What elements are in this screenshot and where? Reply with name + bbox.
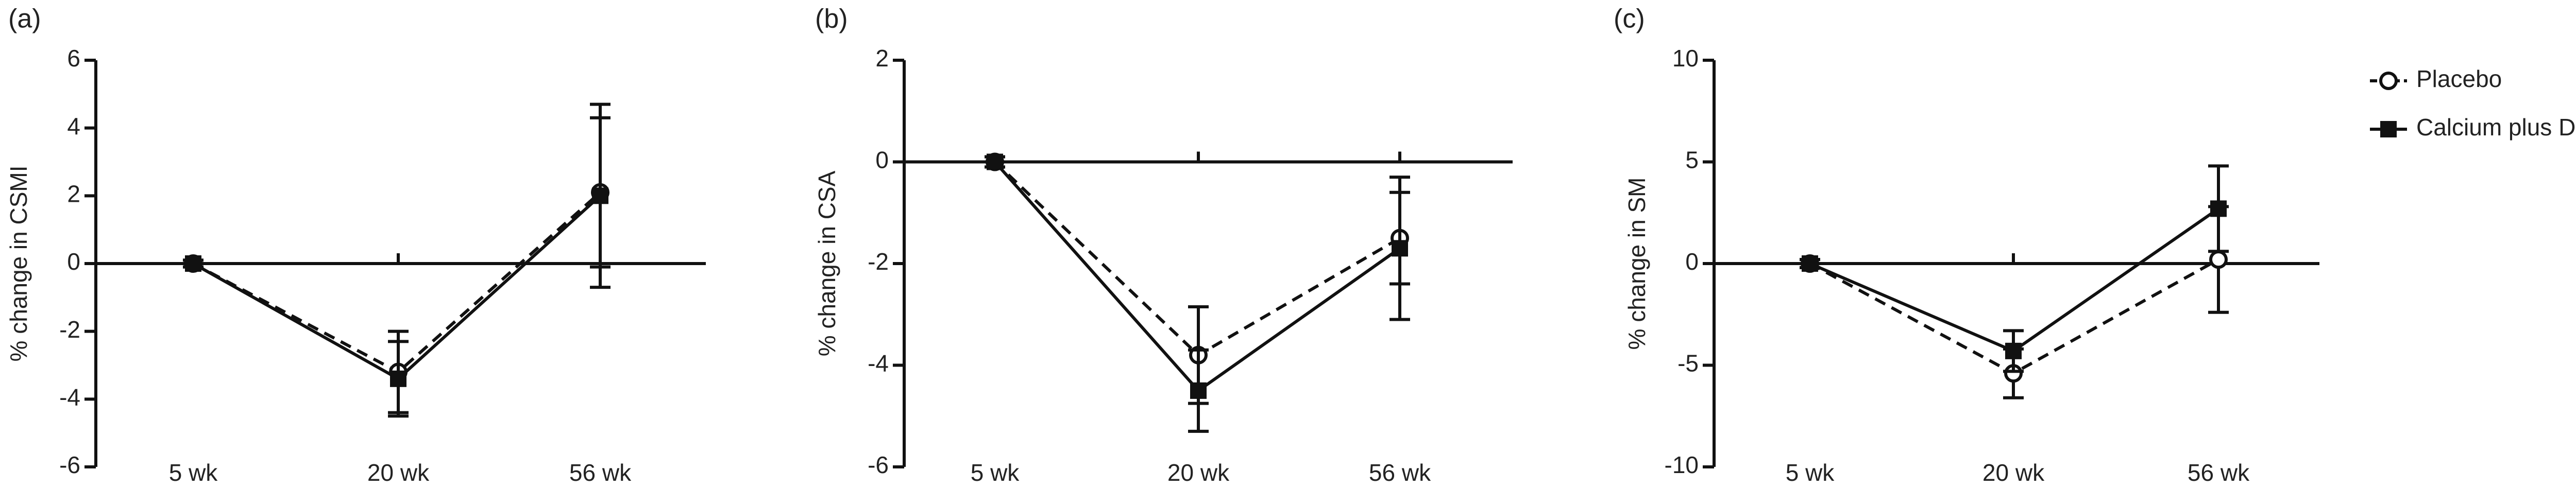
panel-title: (b) [815,4,848,34]
y-tick-label: 0 [67,248,80,275]
marker [390,370,406,387]
legend-label: Calcium plus D [2416,114,2575,141]
y-tick-label: -4 [868,350,889,377]
y-tick-label: -2 [868,248,889,275]
x-tick-label: 56 wk [569,459,632,486]
series [1800,164,2229,373]
x-tick-label: 56 wk [1369,459,1431,486]
y-axis-label: % change in SM [1623,178,1650,350]
y-tick-label: 0 [875,147,889,173]
marker [2005,342,2022,359]
y-tick-label: 10 [1672,45,1699,72]
y-tick-label: 4 [67,113,80,140]
x-tick-label: 5 wk [169,459,218,486]
x-tick-label: 20 wk [1982,459,2045,486]
marker [1802,255,1818,272]
y-tick-label: -4 [59,384,80,410]
y-tick-label: 0 [1685,248,1699,275]
y-tick-label: 2 [875,45,889,72]
panel-title: (a) [8,4,41,34]
panel-title: (c) [1614,4,1645,34]
y-tick-label: -10 [1665,451,1699,478]
x-tick-label: 5 wk [1786,459,1835,486]
legend-marker [2379,72,2398,90]
y-tick-label: -6 [868,451,889,478]
marker [592,187,608,204]
y-tick-label: -2 [59,316,80,343]
marker [2210,200,2227,217]
x-tick-label: 20 wk [1167,459,1230,486]
y-tick-label: -5 [1677,350,1699,377]
x-tick-label: 20 wk [367,459,430,486]
y-tick-label: 6 [67,45,80,72]
marker [1190,382,1207,399]
marker [185,255,201,272]
series [183,102,611,418]
marker [987,153,1003,170]
x-tick-label: 5 wk [971,459,1020,486]
y-axis-label: % change in CSA [814,170,840,356]
x-tick-label: 56 wk [2188,459,2250,486]
marker [1392,240,1408,257]
legend-label: Placebo [2416,65,2502,92]
y-tick-label: -6 [59,451,80,478]
y-tick-label: 5 [1685,147,1699,173]
legend-marker [2380,121,2397,137]
y-tick-label: 2 [67,180,80,207]
marker [2209,250,2228,269]
series [985,153,1410,433]
y-axis-label: % change in CSMI [5,166,32,362]
